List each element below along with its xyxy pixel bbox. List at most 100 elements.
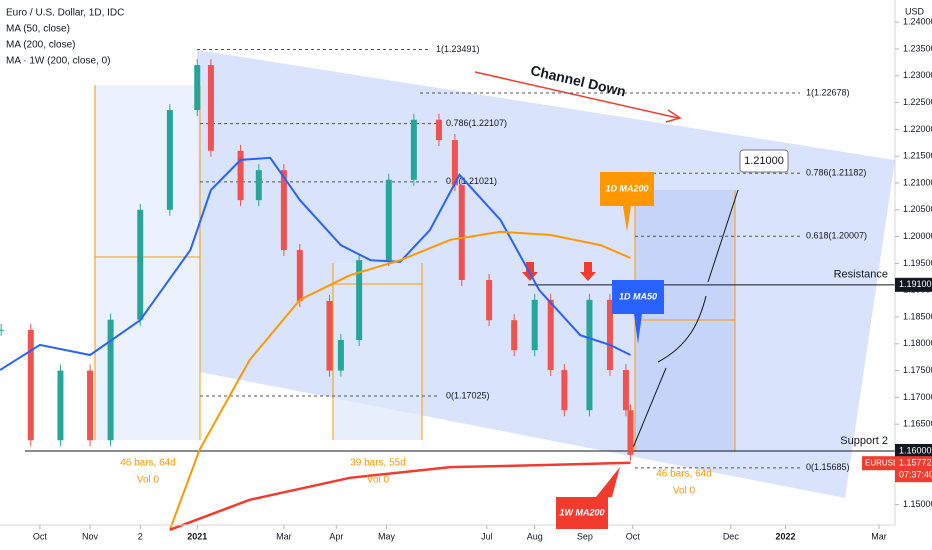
fib-label: 1(1.22678) bbox=[806, 87, 850, 97]
candle bbox=[166, 110, 173, 210]
y-tick-label: 1.22500 bbox=[903, 97, 932, 107]
target-box bbox=[739, 149, 789, 173]
wma200-label: 1W MA200 bbox=[559, 507, 604, 517]
range-vol: Vol 0 bbox=[673, 486, 696, 497]
price-tag-label: 1.16000 bbox=[899, 445, 932, 455]
last-price: 1.15772 bbox=[899, 458, 932, 468]
last-box bbox=[862, 456, 895, 471]
channel-arrow bbox=[474, 71, 679, 119]
price-tag bbox=[895, 443, 932, 458]
marker-arrow bbox=[580, 262, 596, 281]
last-time: 07:37:40 bbox=[899, 470, 932, 480]
candle bbox=[385, 179, 392, 261]
range-vol: Vol 0 bbox=[367, 475, 390, 486]
y-tick-label: 1.18000 bbox=[903, 338, 932, 348]
y-tick-label: 1.19500 bbox=[903, 258, 932, 268]
ma-line bbox=[169, 461, 631, 531]
candle bbox=[107, 319, 114, 441]
x-tick-label: Oct bbox=[33, 531, 48, 541]
x-tick-label: 2 bbox=[138, 531, 143, 541]
candle bbox=[326, 300, 333, 371]
y-tick-label: 1.20500 bbox=[903, 204, 932, 214]
x-tick-label: Apr bbox=[329, 531, 343, 541]
candle bbox=[337, 340, 344, 371]
candle bbox=[0, 329, 5, 331]
x-tick-label: Sep bbox=[577, 531, 593, 541]
candle bbox=[606, 299, 613, 371]
fib-label: 0(1.15685) bbox=[806, 462, 850, 472]
candle bbox=[586, 299, 593, 411]
y-tick-label: 1.21000 bbox=[903, 177, 932, 187]
candle bbox=[237, 150, 244, 201]
range-bars: 46 bars, 64d bbox=[120, 458, 176, 469]
y-tick-label: 1.23500 bbox=[903, 43, 932, 53]
range-bars: 46 bars, 64d bbox=[656, 469, 712, 480]
x-tick-label: May bbox=[378, 531, 396, 541]
currency: USD bbox=[905, 6, 925, 16]
ma50-bubble bbox=[612, 280, 664, 344]
x-tick-label: 2022 bbox=[776, 531, 796, 541]
ma200-label: 1D MA200 bbox=[605, 183, 648, 193]
y-tick-label: 1.16500 bbox=[903, 419, 932, 429]
x-tick-label: Nov bbox=[82, 531, 99, 541]
price-tag bbox=[895, 277, 932, 292]
candle bbox=[87, 370, 94, 441]
candle bbox=[486, 280, 493, 321]
ma200-bubble bbox=[600, 172, 654, 232]
y-tick-label: 1.21500 bbox=[903, 151, 932, 161]
candle bbox=[280, 170, 287, 250]
x-tick-label: Oct bbox=[626, 531, 641, 541]
candle bbox=[622, 370, 629, 411]
legend-item: Euro / U.S. Dollar, 1D, IDC bbox=[6, 8, 124, 19]
ma50-label: 1D MA50 bbox=[619, 291, 657, 301]
x-tick-label: Dec bbox=[723, 531, 740, 541]
last-tag bbox=[895, 456, 932, 483]
candle bbox=[435, 119, 442, 141]
wma200-bubble bbox=[556, 467, 620, 529]
last-symbol: EURUSD bbox=[865, 458, 899, 467]
candle bbox=[627, 410, 634, 455]
range-box bbox=[333, 263, 422, 440]
candle bbox=[511, 320, 518, 351]
fib-label: 0.5(1.21021) bbox=[446, 176, 497, 186]
ma-line bbox=[168, 230, 631, 531]
candle bbox=[531, 299, 538, 351]
fib-label: 0.786(1.22107) bbox=[446, 118, 507, 128]
candle bbox=[547, 299, 554, 371]
y-tick-label: 1.18500 bbox=[903, 311, 932, 321]
projection-path bbox=[629, 189, 739, 456]
legend-item: MA (200, close) bbox=[6, 40, 75, 51]
y-tick-label: 1.24000 bbox=[903, 17, 932, 27]
candle bbox=[255, 170, 262, 201]
fib-label: 0(1.17025) bbox=[446, 390, 490, 400]
y-tick-label: 1.23000 bbox=[903, 70, 932, 80]
fib-label: 1(1.23491) bbox=[436, 44, 480, 54]
candle bbox=[296, 249, 303, 301]
candle bbox=[27, 329, 34, 441]
target-label: 1.21000 bbox=[744, 155, 784, 167]
fib-label: 0.786(1.21182) bbox=[806, 168, 866, 178]
candle bbox=[410, 119, 417, 180]
price-tag-label: 1.19100 bbox=[899, 279, 932, 289]
y-tick-label: 1.17500 bbox=[903, 365, 932, 375]
fib-label: 0.618(1.20007) bbox=[806, 231, 867, 241]
arrow-head bbox=[665, 109, 682, 123]
x-tick-label: Jul bbox=[481, 531, 493, 541]
drawings bbox=[94, 50, 895, 498]
x-tick-label: Mar bbox=[276, 531, 292, 541]
candle bbox=[451, 140, 458, 186]
x-tick-label: Aug bbox=[527, 531, 543, 541]
candle bbox=[356, 260, 363, 341]
candle bbox=[194, 65, 201, 111]
ma-line bbox=[0, 156, 631, 371]
y-tick-label: 1.22000 bbox=[903, 124, 932, 134]
range-vol: Vol 0 bbox=[137, 475, 160, 486]
x-tick-label: Mar bbox=[871, 531, 887, 541]
candle bbox=[458, 185, 465, 280]
legend-item: MA (50, close) bbox=[6, 24, 70, 35]
legend-item: MA · 1W (200, close, 0) bbox=[6, 56, 110, 67]
x-tick-label: 2021 bbox=[187, 531, 207, 541]
range-bars: 39 bars, 55d bbox=[350, 458, 406, 469]
candle bbox=[561, 370, 568, 411]
